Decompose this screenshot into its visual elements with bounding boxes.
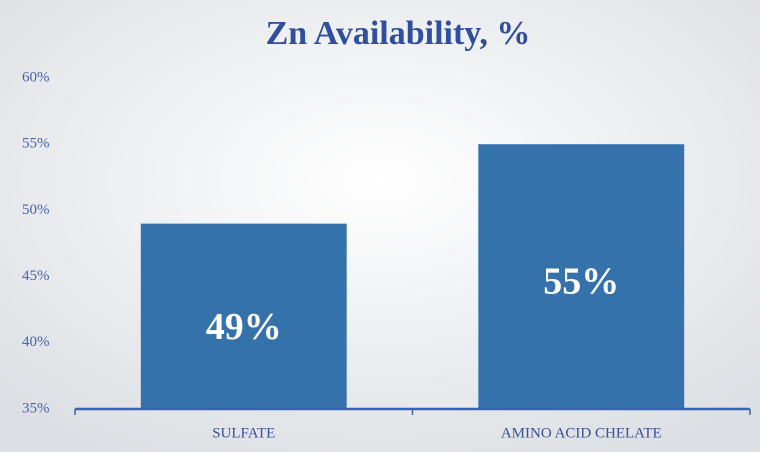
y-tick-label: 40% (22, 334, 50, 350)
value-label: 49% (206, 306, 282, 348)
bar (478, 144, 685, 409)
y-tick-label: 35% (22, 400, 50, 416)
bar (140, 223, 347, 409)
y-tick-label: 45% (22, 268, 50, 284)
x-tick-label: AMINO ACID CHELATE (501, 425, 662, 441)
y-tick-label: 60% (22, 69, 50, 85)
chart-title: Zn Availability, % (266, 15, 531, 52)
y-tick-label: 55% (22, 136, 50, 152)
y-tick-label: 50% (22, 202, 50, 218)
value-label: 55% (543, 260, 619, 302)
x-tick-label: SULFATE (212, 425, 275, 441)
